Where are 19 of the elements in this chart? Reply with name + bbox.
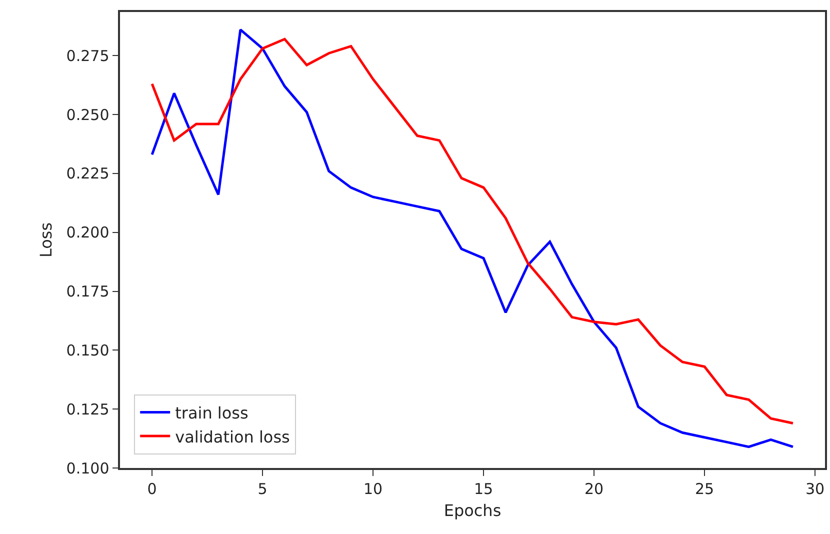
x-tick-label: 0 [147,480,157,498]
x-tick-label: 30 [806,480,825,498]
x-axis-title: Epochs [444,500,502,520]
y-tick-label: 0.150 [66,341,110,360]
y-tick-label: 0.100 [66,459,110,478]
y-tick-label: 0.175 [66,282,110,301]
x-tick-label: 5 [258,480,268,498]
y-tick-label: 0.250 [66,106,110,124]
y-tick-label: 0.225 [66,164,110,183]
y-tick-label: 0.275 [66,46,110,65]
x-tick-label: 20 [584,480,604,498]
x-tick-label: 10 [364,480,383,498]
y-tick-label: 0.200 [66,224,110,242]
legend-label: train loss [175,403,248,422]
y-axis-title: Loss [36,222,56,258]
y-tick-label: 0.125 [66,400,110,418]
x-tick-label: 25 [695,480,714,498]
x-tick-label: 15 [474,480,494,498]
legend-label: validation loss [175,427,290,446]
